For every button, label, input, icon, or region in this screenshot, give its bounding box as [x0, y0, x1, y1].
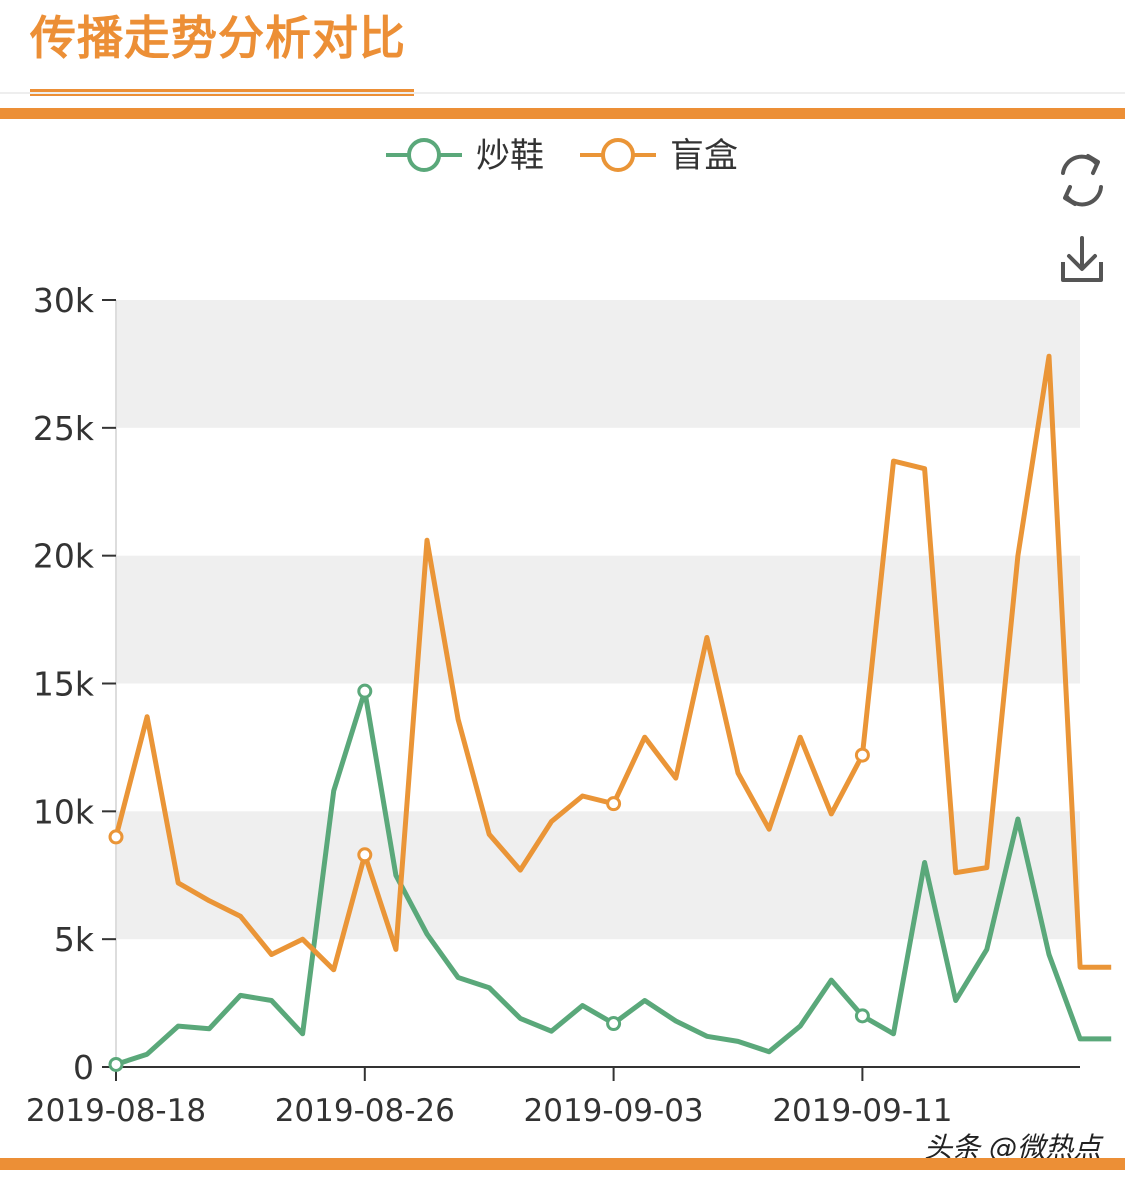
download-tray	[1061, 262, 1103, 282]
legend-label: 炒鞋	[476, 136, 544, 176]
legend: 炒鞋 盲盒	[386, 136, 738, 176]
refresh-arrow-top	[1086, 154, 1100, 175]
data-point	[357, 683, 373, 699]
legend-item-2[interactable]: 盲盒	[580, 136, 738, 176]
header-divider	[0, 92, 1125, 94]
download-icon[interactable]	[1061, 236, 1103, 282]
legend-label: 盲盒	[670, 136, 738, 176]
y-tick-label: 5k	[54, 920, 95, 959]
y-tick-label: 0	[73, 1048, 94, 1087]
data-point	[606, 1016, 622, 1032]
x-tick-label: 2019-08-18	[26, 1093, 206, 1129]
data-point	[606, 796, 622, 812]
toolbox	[1061, 154, 1103, 282]
legend-marker	[601, 138, 635, 172]
y-tick-label: 10k	[33, 792, 95, 831]
page-title: 传播走势分析对比	[30, 11, 406, 65]
grid-band	[116, 811, 1080, 940]
data-point	[357, 847, 373, 863]
download-arrowhead	[1067, 254, 1097, 271]
grid-bands	[116, 300, 1080, 940]
data-point	[108, 1056, 124, 1072]
accent-bar-bottom	[0, 1158, 1125, 1170]
accent-bar-top	[0, 108, 1125, 119]
y-tick-label: 30k	[33, 281, 95, 320]
legend-item-1[interactable]: 炒鞋	[386, 136, 544, 176]
grid-band	[116, 300, 1080, 428]
grid-band	[116, 555, 1080, 684]
x-tick-label: 2019-09-11	[772, 1093, 952, 1129]
x-tick-label: 2019-08-26	[275, 1093, 455, 1129]
data-point	[108, 829, 124, 845]
legend-marker	[407, 138, 441, 172]
x-tick-label: 2019-09-03	[524, 1093, 704, 1129]
data-point	[854, 747, 870, 763]
axes: 0 5k 10k 15k 20k 25k 30k 2019-08-18 2019-08-26 20…	[26, 281, 1080, 1129]
refresh-icon[interactable]	[1061, 154, 1103, 207]
y-tick-label: 25k	[33, 409, 95, 448]
series-lines	[108, 353, 1112, 1072]
refresh-arrow-bottom	[1063, 185, 1077, 206]
y-tick-label: 20k	[33, 537, 95, 576]
y-tick-label: 15k	[33, 665, 95, 704]
data-point	[854, 1008, 870, 1024]
